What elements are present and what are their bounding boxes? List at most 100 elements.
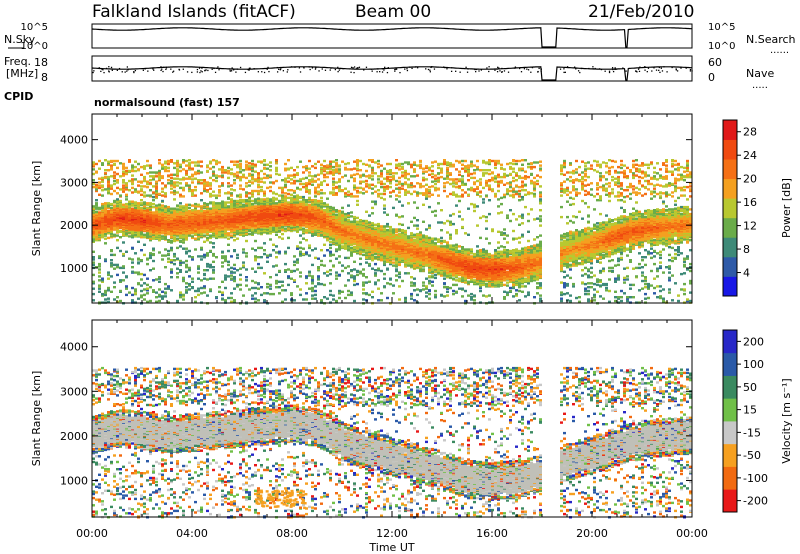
range-cell <box>146 209 149 211</box>
range-cell <box>170 259 173 261</box>
range-cell <box>179 296 182 298</box>
nave-point <box>93 70 94 71</box>
nave-point <box>354 66 355 67</box>
range-cell <box>140 294 143 296</box>
range-cell <box>143 168 146 170</box>
range-cell <box>158 174 161 176</box>
range-cell <box>98 268 101 270</box>
range-cell <box>158 162 161 164</box>
range-cell <box>140 166 143 168</box>
range-cell <box>98 275 101 277</box>
range-cell <box>119 267 122 269</box>
nave-point <box>264 72 265 73</box>
range-cell <box>122 265 125 267</box>
nave-point <box>237 68 238 69</box>
nave-point <box>112 70 113 71</box>
nave-point <box>388 67 389 68</box>
nave-point <box>612 67 613 68</box>
range-cell <box>191 209 194 211</box>
nave-point <box>303 67 304 68</box>
range-cell <box>104 169 107 171</box>
range-cell <box>137 168 140 170</box>
range-cell <box>131 170 134 172</box>
range-cell <box>164 288 167 290</box>
range-cell <box>155 190 158 192</box>
nave-tick-high: 60 <box>708 56 722 69</box>
nave-point <box>318 70 319 71</box>
range-cell <box>197 290 200 292</box>
nave-point <box>103 72 104 73</box>
range-cell <box>194 203 197 205</box>
range-cell <box>116 247 119 249</box>
range-cell <box>167 206 170 208</box>
range-cell <box>107 202 110 204</box>
range-cell <box>176 160 179 162</box>
range-cell <box>155 278 158 280</box>
range-cell <box>161 235 164 237</box>
range-cell <box>137 202 140 204</box>
range-cell <box>116 167 119 169</box>
nave-point <box>475 71 476 72</box>
nave-point <box>497 67 498 68</box>
range-cell <box>191 168 194 170</box>
range-cell <box>101 203 104 205</box>
range-cell <box>98 263 101 265</box>
range-cell <box>140 290 143 292</box>
nave-point <box>415 66 416 67</box>
nave-point <box>267 69 268 70</box>
range-cell <box>179 170 182 172</box>
range-cell <box>149 175 152 177</box>
nave-point <box>605 71 606 72</box>
nave-point <box>524 68 525 69</box>
range-cell <box>98 288 101 290</box>
nave-point <box>352 67 353 68</box>
cpid-label: CPID <box>4 90 33 103</box>
range-cell <box>95 188 98 190</box>
range-cell <box>131 266 134 268</box>
range-cell <box>101 234 104 236</box>
nave-point <box>117 70 118 71</box>
range-cell <box>104 188 107 190</box>
nave-point <box>639 71 640 72</box>
range-cell <box>197 268 200 270</box>
range-cell <box>101 207 104 209</box>
range-cell <box>191 181 194 183</box>
range-cell <box>95 204 98 206</box>
range-cell <box>146 181 149 183</box>
nave-point <box>245 72 246 73</box>
nave-point <box>537 71 538 72</box>
range-cell <box>164 166 167 168</box>
range-cell <box>146 194 149 196</box>
nave-point <box>648 68 649 69</box>
nave-point <box>229 68 230 69</box>
range-cell <box>164 238 167 240</box>
nave-point <box>122 71 123 72</box>
range-cell <box>137 282 140 284</box>
range-cell <box>158 170 161 172</box>
range-cell <box>152 196 155 198</box>
range-cell <box>134 201 137 203</box>
range-cell <box>143 282 146 284</box>
range-cell <box>122 233 125 235</box>
nave-point <box>690 69 691 70</box>
range-cell <box>143 165 146 167</box>
range-cell <box>185 260 188 262</box>
range-cell <box>158 178 161 180</box>
nave-point <box>366 67 367 68</box>
nave-point <box>625 70 626 71</box>
nave-point <box>676 68 677 69</box>
nave-point <box>108 66 109 67</box>
nave-point <box>119 68 120 69</box>
nave-point <box>656 69 657 70</box>
range-cell <box>125 288 128 290</box>
range-cell <box>107 278 110 280</box>
range-cell <box>176 173 179 175</box>
range-cell <box>182 280 185 282</box>
range-cell <box>185 172 188 174</box>
range-cell <box>98 255 101 257</box>
nave-point <box>613 71 614 72</box>
range-cell <box>185 286 188 288</box>
range-cell <box>122 271 125 273</box>
range-cell <box>137 241 140 243</box>
nave-point <box>653 67 654 68</box>
